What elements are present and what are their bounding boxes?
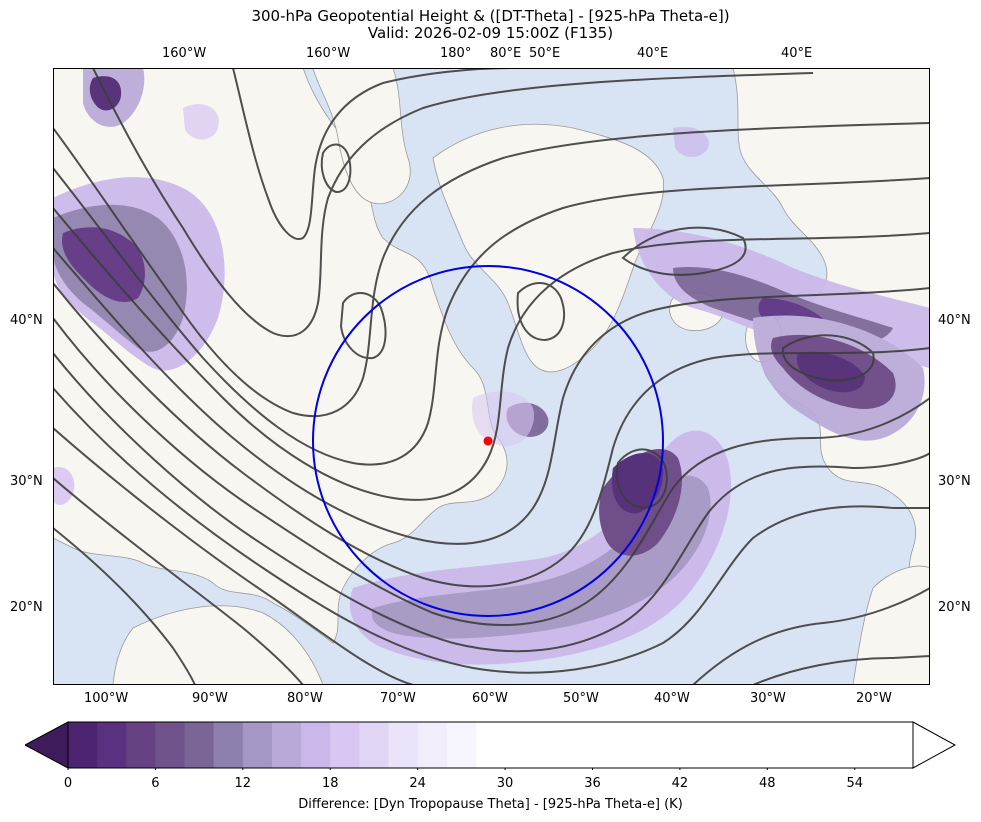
height-contour [92, 68, 814, 338]
center-point-marker [483, 436, 493, 446]
height-contour [53, 387, 930, 674]
height-contour [53, 122, 930, 418]
left-lat-label: 30°N [10, 474, 43, 489]
colorbar [25, 721, 957, 770]
colorbar-cell [301, 722, 331, 768]
bottom-lon-label: 90°W [192, 691, 228, 706]
africa-landmass [852, 565, 930, 685]
bottom-lon-label: 80°W [287, 691, 323, 706]
height-contour [516, 282, 565, 342]
height-contour [53, 317, 930, 626]
colorbar-cell [330, 722, 360, 768]
top-lon-label: 40°E [781, 46, 813, 61]
colorbar-cell [126, 722, 156, 768]
shading-patch [183, 104, 219, 140]
right-lat-label: 40°N [938, 313, 971, 328]
colorbar-tick-label: 24 [409, 776, 426, 791]
left-lat-label: 40°N [10, 313, 43, 328]
colorbar-under-triangle [25, 721, 69, 769]
range-circle [312, 265, 664, 617]
shading-patch [62, 227, 145, 303]
bottom-lon-label: 70°W [380, 691, 416, 706]
colorbar-cell [417, 722, 448, 768]
south-america-landmass [112, 605, 324, 685]
colorbar-tick-label: 0 [63, 776, 73, 791]
colorbar-cell [97, 722, 127, 768]
colorbar-cell [155, 722, 186, 768]
height-contour [53, 167, 930, 466]
bottom-lon-label: 20°W [856, 691, 892, 706]
colorbar-tick-label: 54 [846, 776, 863, 791]
top-lon-label: 80°E [490, 46, 522, 61]
bottom-lon-label: 30°W [750, 691, 786, 706]
top-lon-label: 50°E [529, 46, 561, 61]
bottom-lon-label: 60°W [472, 691, 508, 706]
colorbar-tick-label: 30 [496, 776, 514, 791]
map-panel [53, 68, 930, 685]
height-contour [232, 68, 514, 240]
height-contour [53, 207, 930, 501]
height-contour [53, 247, 930, 545]
colorbar-tick-label: 48 [759, 776, 776, 791]
bottom-lon-label: 40°W [654, 691, 690, 706]
colorbar-cell [271, 722, 302, 768]
height-contour [781, 334, 875, 382]
colorbar-cell [213, 722, 244, 768]
top-lon-label: 40°E [637, 46, 669, 61]
height-contour [621, 226, 747, 276]
height-contour [320, 143, 352, 193]
height-contour [339, 292, 387, 360]
height-contour [53, 527, 196, 685]
colorbar-cell [242, 722, 273, 768]
shading-patch [472, 391, 534, 447]
height-contour [692, 587, 930, 685]
chart-title: 300-hPa Geopotential Height & ([DT-Theta… [251, 7, 730, 25]
top-lon-label: 160°W [306, 46, 351, 61]
height-contour [53, 427, 414, 685]
left-lat-label: 20°N [10, 600, 43, 615]
shading-patch [371, 475, 711, 639]
top-lon-label: 160°W [162, 46, 207, 61]
colorbar-tick-label: 12 [234, 776, 252, 791]
right-lat-label: 20°N [938, 600, 971, 615]
shading-patch [673, 126, 709, 157]
right-lat-label: 30°N [938, 474, 971, 489]
height-contour [53, 282, 930, 588]
height-contour [615, 448, 668, 510]
colorbar-tick-label: 42 [671, 776, 689, 791]
colorbar-cell [446, 722, 477, 768]
colorbar-label: Difference: [Dyn Tropopause Theta] - [92… [298, 797, 683, 812]
chart-subtitle: Valid: 2026-02-09 15:00Z (F135) [367, 24, 614, 42]
colorbar-cell [388, 722, 419, 768]
colorbar-tick-label: 6 [151, 776, 160, 791]
colorbar-cell [184, 722, 215, 768]
height-contour [752, 655, 930, 685]
colorbar-tick-label: 18 [321, 776, 339, 791]
colorbar-cell [68, 722, 98, 768]
colorbar-tick-label: 36 [584, 776, 601, 791]
bottom-lon-label: 50°W [563, 691, 599, 706]
top-lon-label: 180° [440, 46, 472, 61]
shading-patch [796, 351, 865, 393]
bottom-lon-label: 100°W [84, 691, 129, 706]
colorbar-over-triangle [912, 721, 957, 769]
colorbar-cell [359, 722, 390, 768]
height-contour [53, 477, 304, 685]
height-contour [53, 352, 930, 653]
